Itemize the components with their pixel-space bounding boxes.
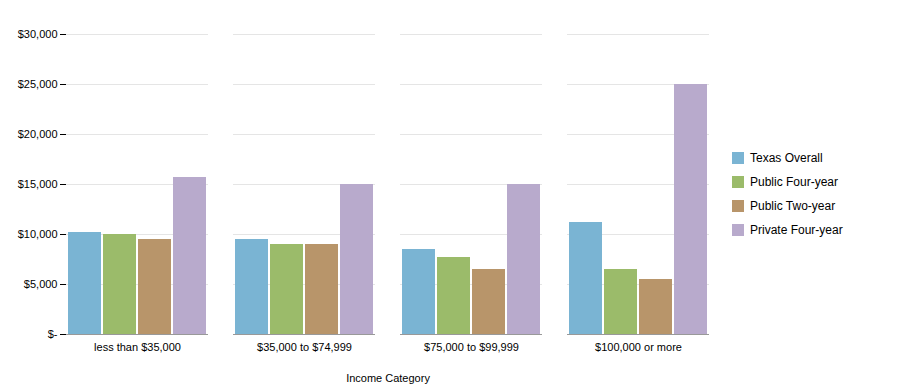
html-text:Private Four-year: Private Four-year [750,222,843,237]
svg-text:$20,000: $20,000 [18,128,58,140]
svg-text:$5,000: $5,000 [24,278,58,290]
html-text:Public Two-year: Public Two-year [750,198,836,213]
svg-text:$75,000 to $99,999: $75,000 to $99,999 [424,341,519,353]
html-text:Texas Overall: Texas Overall [750,150,823,165]
svg-text:$-: $- [48,328,58,340]
svg-text:$10,000: $10,000 [18,228,58,240]
svg-text:$15,000: $15,000 [18,178,58,190]
svg-text:$25,000: $25,000 [18,78,58,90]
svg-text:$30,000: $30,000 [18,28,58,40]
svg-text:$35,000 to $74,999: $35,000 to $74,999 [257,341,352,353]
svg-text:Income Category: Income Category [346,371,430,383]
svg-text:less than $35,000: less than $35,000 [94,341,181,353]
svg-text:$100,000 or more: $100,000 or more [595,341,682,353]
html-text:Public Four-year: Public Four-year [750,174,838,189]
